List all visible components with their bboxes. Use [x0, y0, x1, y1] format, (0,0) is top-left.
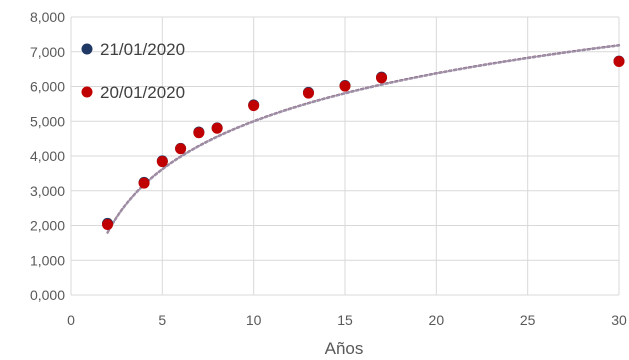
x-tick-label: 30: [611, 312, 627, 328]
y-tick-label: 1,000: [30, 252, 65, 268]
legend-label-1: 20/01/2020: [100, 83, 185, 102]
point-series-1: [613, 55, 625, 67]
y-tick-label: 4,000: [30, 148, 65, 164]
x-tick-label: 5: [158, 312, 166, 328]
y-axis-ticks: 0,000 1,000 2,000 3,000 4,000 5,000 6,000 7,000…: [30, 9, 65, 303]
data-points: [102, 55, 625, 230]
trendline-0: [106, 44, 621, 234]
trendlines: [106, 44, 621, 234]
legend-label-0: 21/01/2020: [100, 40, 185, 59]
point-series-1: [248, 100, 260, 112]
x-tick-label: 10: [246, 312, 262, 328]
point-series-1: [138, 177, 150, 189]
x-tick-label: 15: [337, 312, 353, 328]
legend: 21/01/2020 20/01/2020: [81, 40, 185, 102]
x-axis-ticks: 0 5 10 15 20 25 30: [67, 312, 627, 328]
y-tick-label: 8,000: [30, 9, 65, 25]
y-tick-label: 2,000: [30, 218, 65, 234]
y-tick-label: 7,000: [30, 44, 65, 60]
y-tick-label: 0,000: [30, 287, 65, 303]
y-tick-label: 6,000: [30, 79, 65, 95]
point-series-1: [102, 218, 114, 230]
y-tick-label: 3,000: [30, 183, 65, 199]
point-series-1: [339, 80, 351, 92]
x-axis-title: Años: [325, 339, 364, 358]
x-tick-label: 20: [429, 312, 445, 328]
x-tick-label: 25: [520, 312, 536, 328]
y-tick-label: 5,000: [30, 113, 65, 129]
point-series-1: [302, 87, 314, 99]
gridlines: [70, 16, 620, 296]
legend-marker-0: [81, 43, 93, 55]
point-series-1: [175, 143, 187, 155]
point-series-1: [193, 127, 205, 139]
x-tick-label: 0: [67, 312, 75, 328]
point-series-1: [376, 72, 388, 84]
legend-marker-1: [81, 86, 93, 98]
point-series-1: [211, 122, 223, 134]
point-series-1: [156, 156, 168, 168]
trendline-1: [106, 44, 621, 234]
